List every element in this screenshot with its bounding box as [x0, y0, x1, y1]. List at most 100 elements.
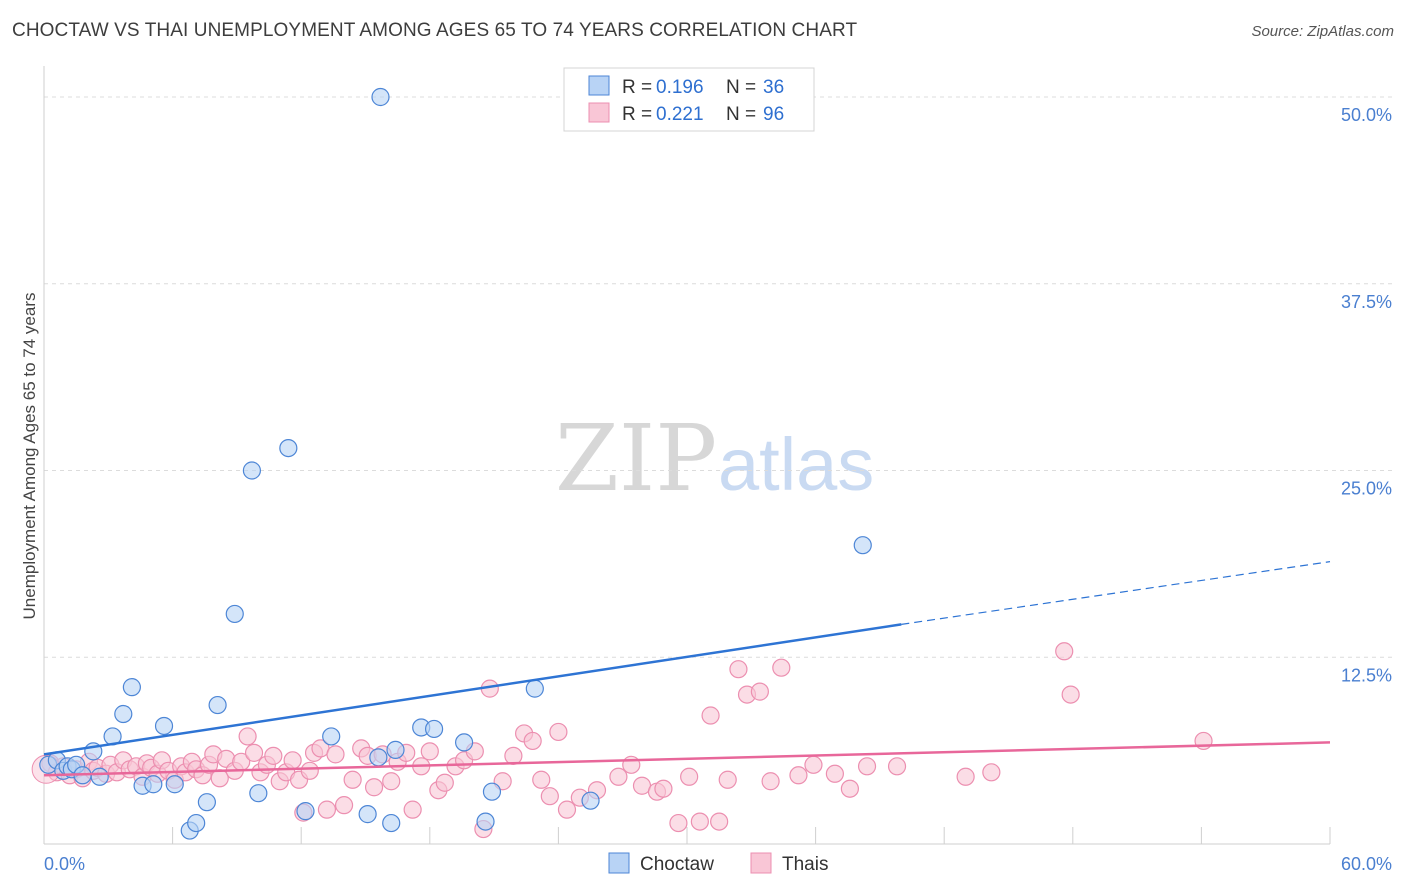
thais-point-84 [690, 812, 709, 831]
thais-point-59 [420, 742, 439, 761]
thais-point-37 [264, 746, 283, 765]
choctaw-point-38 [853, 536, 872, 555]
legend-r-label-thais: R = [622, 104, 652, 125]
choctaw-point-35 [482, 782, 502, 801]
thais-point-74 [557, 800, 577, 819]
choctaw-point-11 [122, 678, 141, 697]
legend-box: R = 0.196 N = 36 R = 0.221 N = 96 [563, 67, 815, 132]
choctaw-point-15 [165, 775, 184, 794]
thais-point-52 [364, 778, 384, 797]
thais-point-81 [654, 779, 673, 798]
y-tick-labels: 12.5% 25.0% 37.5% 50.0% [1341, 105, 1392, 685]
source-label: Source: ZipAtlas.com [1251, 23, 1394, 40]
bottom-legend-swatch-thais [750, 852, 772, 874]
thais-point-57 [403, 800, 422, 819]
choctaw-point-36 [525, 679, 544, 698]
choctaw-point-14 [154, 716, 174, 736]
choctaw-point-27 [369, 748, 388, 767]
y-tick-label-3: 50.0% [1341, 105, 1392, 125]
choctaw-point-34 [476, 812, 495, 831]
thais-point-73 [549, 722, 568, 742]
thais-point-29 [210, 769, 229, 788]
choctaw-point-32 [424, 719, 444, 739]
choctaw-point-26 [358, 805, 377, 824]
legend-n-label-choctaw: N = [726, 77, 756, 98]
thais-point-100 [982, 763, 1001, 782]
thais-point-87 [718, 770, 737, 789]
watermark-zip: ZIP [555, 405, 717, 512]
y-axis-label: Unemployment Among Ages 65 to 74 years [20, 293, 39, 620]
choctaw-point-17 [187, 813, 206, 833]
choctaw-point-33 [454, 733, 474, 752]
choctaw-point-10 [114, 704, 133, 724]
legend-r-value-choctaw: 0.196 [656, 77, 704, 98]
legend-n-label-thais: N = [726, 104, 756, 125]
thais-point-91 [761, 772, 780, 791]
watermark: ZIP atlas [555, 405, 874, 512]
legend-r-value-thais: 0.221 [656, 104, 704, 125]
thais-point-102 [1061, 685, 1080, 704]
thais-point-88 [729, 660, 748, 679]
choctaw-point-30 [386, 740, 405, 759]
thais-point-61 [435, 773, 454, 792]
choctaw-point-22 [249, 784, 268, 803]
choctaw-point-29 [382, 813, 401, 833]
thais-point-54 [382, 772, 401, 791]
thais-point-71 [532, 770, 551, 789]
thais-trend-line [43, 741, 1331, 777]
chart-title: CHOCTAW VS THAI UNEMPLOYMENT AMONG AGES … [12, 20, 858, 41]
bottom-legend-swatch-choctaw [608, 852, 630, 874]
x-tick-label-0: 0.0% [44, 854, 85, 874]
thais-point-94 [804, 755, 823, 774]
choctaw-point-18 [197, 793, 216, 812]
thais-point-70 [523, 731, 542, 751]
bottom-legend: Choctaw Thais [608, 852, 828, 875]
thais-point-49 [343, 770, 362, 789]
thais-point-82 [669, 813, 688, 833]
watermark-atlas: atlas [718, 423, 874, 506]
choctaw-point-13 [144, 775, 163, 794]
bottom-legend-choctaw: Choctaw [640, 854, 714, 875]
choctaw-point-25 [322, 727, 341, 746]
y-tick-label-0: 12.5% [1341, 665, 1392, 685]
thais-point-48 [334, 796, 354, 815]
bottom-legend-thais: Thais [782, 854, 828, 875]
x-tick-label-1: 60.0% [1341, 854, 1392, 874]
legend-n-value-thais: 96 [763, 104, 784, 125]
thais-point-33 [238, 727, 257, 746]
legend-n-value-choctaw: 36 [763, 77, 784, 98]
thais-point-34 [244, 743, 264, 762]
thais-point-68 [504, 746, 523, 765]
thais-point-72 [540, 787, 559, 806]
thais-point-77 [609, 767, 628, 786]
choctaw-trend-line [43, 623, 902, 756]
y-tick-label-1: 25.0% [1341, 479, 1392, 499]
choctaw-trend-line-extrapolated [901, 561, 1331, 625]
thais-point-95 [825, 764, 844, 783]
legend-r-label-choctaw: R = [622, 77, 652, 98]
thais-point-40 [283, 751, 302, 770]
trend-lines [43, 561, 1331, 777]
choctaw-point-19 [208, 695, 227, 715]
axes [43, 66, 1331, 845]
thais-point-92 [772, 658, 791, 677]
y-tick-label-2: 37.5% [1341, 292, 1392, 312]
grid-lines [44, 96, 1392, 658]
thais-point-101 [1055, 642, 1074, 661]
thais-point-86 [710, 812, 729, 831]
choctaw-point-24 [296, 802, 315, 821]
thais-point-83 [680, 767, 699, 786]
thais-point-98 [887, 757, 907, 776]
thais-point-90 [750, 682, 769, 701]
choctaw-point-8 [90, 767, 109, 786]
choctaw-point-37 [581, 791, 600, 810]
legend-swatch-choctaw [588, 75, 610, 96]
legend-swatch-thais [588, 102, 610, 123]
thais-point-47 [326, 745, 345, 764]
thais-point-96 [840, 779, 859, 798]
thais-point-46 [317, 800, 337, 819]
choctaw-point-20 [225, 604, 244, 624]
thais-point-43 [300, 761, 319, 780]
thais-point-97 [857, 757, 877, 776]
